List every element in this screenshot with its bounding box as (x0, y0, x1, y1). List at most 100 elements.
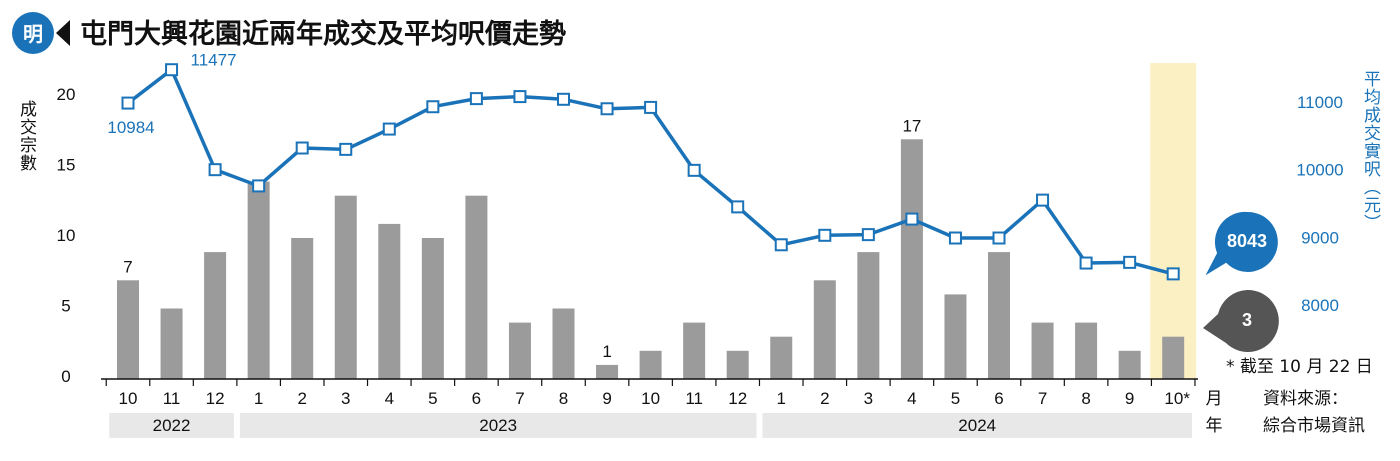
month-label: 5 (428, 389, 437, 408)
price-point (774, 238, 788, 252)
bar (1162, 336, 1185, 379)
left-tick-label: 15 (57, 156, 76, 175)
right-tick-label: 10000 (1296, 161, 1343, 180)
source-value: 綜合市場資訊 (1263, 416, 1365, 436)
left-tick-label: 5 (61, 297, 70, 316)
bar (900, 139, 923, 379)
month-label: 4 (385, 389, 394, 408)
header-arrow-icon (56, 20, 70, 46)
month-label: 10 (119, 389, 138, 408)
month-label: 5 (951, 389, 960, 408)
price-points (121, 63, 1180, 281)
year-band (239, 413, 757, 438)
right-tick-label: 8000 (1301, 296, 1339, 315)
price-value-label: 10984 (107, 118, 154, 137)
bar (683, 322, 706, 379)
price-point (1079, 256, 1093, 270)
price-point (469, 92, 483, 106)
bar (421, 238, 444, 379)
price-point (1166, 267, 1180, 281)
bar (857, 252, 880, 379)
bar (508, 322, 531, 379)
price-point (513, 90, 527, 104)
price-point (426, 100, 440, 114)
month-label: 6 (994, 389, 1003, 408)
left-tick-label: 10 (57, 226, 76, 245)
bar (1075, 322, 1098, 379)
month-label: 1 (254, 389, 263, 408)
right-tick-label: 11000 (1297, 93, 1343, 112)
month-label: 9 (602, 389, 611, 408)
bar (160, 308, 183, 379)
price-point (1123, 255, 1137, 269)
left-tick-label: 20 (57, 85, 76, 104)
bar-callout-value: 3 (1242, 310, 1252, 330)
footnote: * 截至 10 月 22 日 (1226, 357, 1373, 377)
year-unit-label: 年 (1206, 416, 1223, 436)
line-callout: 8043 (1200, 209, 1280, 281)
month-label: 7 (515, 389, 524, 408)
left-axis: 0 5 10 15 20 (57, 85, 76, 386)
month-label: 10* (1164, 389, 1190, 408)
price-point (339, 142, 353, 156)
price-point (208, 163, 222, 177)
year-label: 2024 (958, 416, 996, 435)
price-value-label: 11477 (191, 51, 237, 70)
price-point (644, 100, 658, 114)
year-label: 2023 (479, 416, 517, 435)
bar (1031, 322, 1054, 379)
month-label: 4 (907, 389, 916, 408)
bar-value-label: 1 (602, 342, 611, 361)
price-point (1036, 193, 1050, 207)
bar (552, 308, 575, 379)
year-band (109, 413, 234, 438)
month-label: 6 (472, 389, 481, 408)
bar (726, 350, 749, 379)
price-point (687, 163, 701, 177)
price-point (165, 63, 179, 77)
month-unit-label: 月 (1206, 389, 1223, 409)
chart-title: 屯門大興花園近兩年成交及平均呎價走勢 (80, 18, 566, 50)
month-label: 2 (297, 389, 306, 408)
bar-callout-bubble (1203, 289, 1279, 352)
bar (639, 350, 662, 379)
x-axis (101, 378, 1198, 386)
highlight-column (1150, 63, 1197, 379)
bar (596, 364, 619, 379)
month-label: 11 (163, 389, 181, 408)
bar-value-label: 17 (902, 116, 921, 135)
month-label: 3 (341, 389, 350, 408)
month-label: 12 (728, 389, 747, 408)
price-labels: 10984 11477 (107, 51, 236, 137)
logo-badge (12, 12, 54, 54)
price-point (861, 228, 875, 242)
price-point (905, 212, 919, 226)
bar (291, 238, 314, 379)
right-axis-title: 平均成交實呎（元） (1360, 70, 1381, 232)
bar-callout: 3 (1203, 289, 1279, 352)
line-callout-value: 8043 (1227, 231, 1267, 251)
price-point (252, 179, 266, 193)
bar-labels: 7 1 17 (123, 116, 921, 361)
bar (1118, 350, 1141, 379)
price-point (295, 141, 309, 155)
bar (378, 223, 401, 379)
bar (944, 294, 967, 379)
bar (204, 252, 227, 379)
bar (813, 280, 836, 379)
year-band (762, 413, 1192, 438)
month-label: 10 (641, 389, 660, 408)
left-axis-title: 成交宗數 (16, 100, 37, 172)
month-label: 2 (820, 389, 829, 408)
line-callout-bubble (1200, 209, 1280, 281)
price-point (731, 200, 745, 214)
bar (334, 195, 357, 379)
month-label: 7 (1038, 389, 1047, 408)
bar (988, 252, 1010, 379)
price-point (948, 231, 962, 245)
year-bands: 2022 2023 2024 (109, 413, 1192, 438)
bar-series (117, 139, 1185, 379)
left-tick-label: 0 (61, 367, 70, 386)
logo-text: 明 (23, 22, 43, 46)
